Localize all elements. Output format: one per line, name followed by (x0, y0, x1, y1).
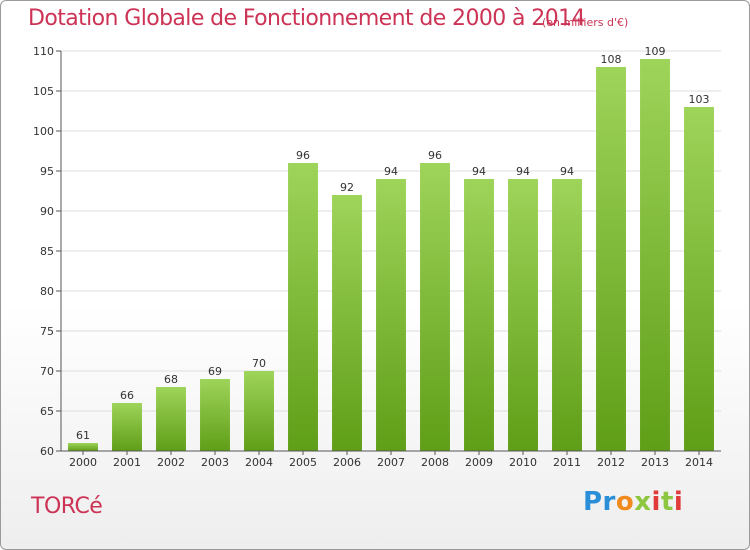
y-tick-label: 105 (33, 85, 54, 98)
commune-name: TORCé (31, 494, 103, 519)
y-tick-label: 100 (33, 125, 54, 138)
chart-title: Dotation Globale de Fonctionnement de 20… (28, 6, 586, 31)
bar-2010 (508, 179, 538, 451)
value-label-2013: 109 (645, 45, 666, 58)
value-label-2009: 94 (472, 165, 486, 178)
value-label-2014: 103 (689, 93, 710, 106)
value-label-2005: 96 (296, 149, 310, 162)
x-tick-label-2014: 2014 (685, 456, 713, 469)
x-tick-label-2013: 2013 (641, 456, 669, 469)
bar-2011 (552, 179, 582, 451)
x-tick-label-2003: 2003 (201, 456, 229, 469)
y-tick-label: 110 (33, 45, 54, 58)
y-tick-label: 90 (40, 205, 54, 218)
value-label-2008: 96 (428, 149, 442, 162)
bar-layer (68, 59, 714, 451)
bar-2000 (68, 443, 98, 451)
y-tick-label: 60 (40, 445, 54, 458)
bar-2001 (112, 403, 142, 451)
x-tick-label-2007: 2007 (377, 456, 405, 469)
x-tick-label-2002: 2002 (157, 456, 185, 469)
value-label-2004: 70 (252, 357, 266, 370)
value-label-2001: 66 (120, 389, 134, 402)
chart-unit: (en milliers d'€) (542, 16, 629, 29)
x-tick-label-2008: 2008 (421, 456, 449, 469)
value-label-2000: 61 (76, 429, 90, 442)
proxiti-logo: Proxiti (583, 487, 684, 517)
value-label-2007: 94 (384, 165, 398, 178)
bar-2003 (200, 379, 230, 451)
bar-2009 (464, 179, 494, 451)
y-tick-label: 70 (40, 365, 54, 378)
x-tick-label-2001: 2001 (113, 456, 141, 469)
axis-layer: 60 65 70 75 80 85 90 95 100 105 110 2000 2001 2002 200… (33, 45, 721, 469)
value-label-2003: 69 (208, 365, 222, 378)
y-tick-label: 95 (40, 165, 54, 178)
x-tick-label-2006: 2006 (333, 456, 361, 469)
value-label-2012: 108 (601, 53, 622, 66)
x-tick-label-2012: 2012 (597, 456, 625, 469)
bar-2006 (332, 195, 362, 451)
value-label-2002: 68 (164, 373, 178, 386)
x-tick-label-2004: 2004 (245, 456, 273, 469)
bar-2007 (376, 179, 406, 451)
value-label-2006: 92 (340, 181, 354, 194)
label-layer: 61 66 68 69 70 96 92 94 96 94 94 94 108 109 103 (76, 45, 710, 442)
bar-2005 (288, 163, 318, 451)
y-tick-label: 85 (40, 245, 54, 258)
bar-2013 (640, 59, 670, 451)
bar-2014 (684, 107, 714, 451)
y-tick-label: 65 (40, 405, 54, 418)
x-tick-label-2009: 2009 (465, 456, 493, 469)
value-label-2011: 94 (560, 165, 574, 178)
bar-2004 (244, 371, 274, 451)
x-tick-label-2011: 2011 (553, 456, 581, 469)
value-label-2010: 94 (516, 165, 530, 178)
y-tick-label: 75 (40, 325, 54, 338)
bar-2012 (596, 67, 626, 451)
y-tick-label: 80 (40, 285, 54, 298)
bar-2008 (420, 163, 450, 451)
x-tick-label-2010: 2010 (509, 456, 537, 469)
bar-2002 (156, 387, 186, 451)
x-tick-label-2005: 2005 (289, 456, 317, 469)
x-tick-label-2000: 2000 (69, 456, 97, 469)
